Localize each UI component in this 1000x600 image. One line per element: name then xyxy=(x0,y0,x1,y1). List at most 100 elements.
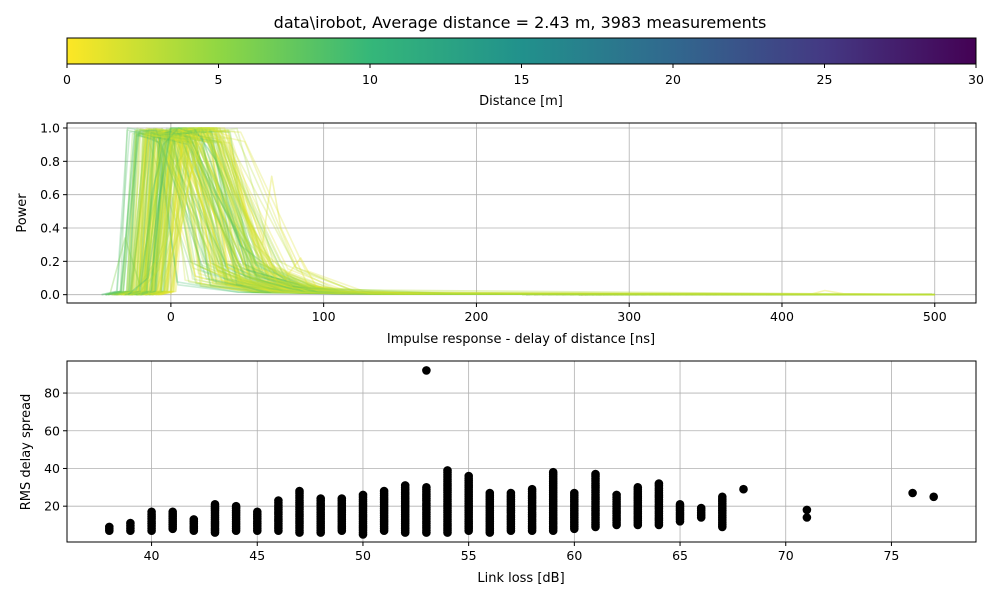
impulse-curve xyxy=(151,129,932,296)
impulse-curve xyxy=(122,132,932,296)
impulse-curve xyxy=(115,133,932,296)
impulse-curve xyxy=(151,132,932,296)
impulse-curve xyxy=(131,133,932,296)
impulse-curve xyxy=(135,129,932,296)
impulse-curve xyxy=(147,130,932,296)
impulse-curve xyxy=(144,127,932,296)
impulse-curve xyxy=(144,127,932,296)
scatter-point xyxy=(189,515,199,524)
impulse-curve xyxy=(154,127,932,296)
impulse-curve xyxy=(146,128,932,296)
impulse-curve xyxy=(149,128,932,296)
impulse-curve xyxy=(144,128,932,296)
x-tick-label: 50 xyxy=(355,548,371,563)
scatter-point xyxy=(739,484,748,494)
colorbar-label: Distance [m] xyxy=(479,94,563,109)
impulse-curve xyxy=(135,132,932,296)
scatter-point xyxy=(802,505,812,515)
scatter-point xyxy=(443,466,452,475)
y-axis-label: Power xyxy=(15,193,30,233)
plot-background xyxy=(67,361,976,542)
impulse-curve xyxy=(136,133,932,296)
impulse-curve xyxy=(141,130,932,296)
impulse-curve xyxy=(116,127,932,296)
plot-frame xyxy=(66,360,977,543)
scatter-point xyxy=(548,467,558,477)
scatter-point xyxy=(570,488,579,498)
scatter-point xyxy=(400,481,410,490)
impulse-curve xyxy=(128,127,932,296)
impulse-curve xyxy=(155,127,932,296)
impulse-curve xyxy=(120,132,932,296)
x-tick-label: 65 xyxy=(672,548,688,563)
impulse-curve xyxy=(127,127,932,296)
impulse-response-plot: 0 100 200 300 400 500 0.0 0.2 0.4 0.6 0.8 1.0 Impul… xyxy=(15,121,977,347)
y-tick-label: 40 xyxy=(44,461,60,476)
impulse-curve xyxy=(113,134,932,296)
impulse-curve xyxy=(160,132,932,296)
impulse-curve xyxy=(145,128,932,296)
impulse-curve xyxy=(157,127,935,296)
impulse-curve xyxy=(124,131,932,296)
impulse-curve xyxy=(133,134,932,296)
impulse-curve xyxy=(132,130,932,296)
impulse-curve xyxy=(135,130,932,296)
impulse-curves xyxy=(101,127,935,296)
impulse-curve xyxy=(149,133,932,296)
impulse-curve xyxy=(116,135,932,296)
figure-title: data\irobot, Average distance = 2.43 m, … xyxy=(274,13,767,32)
impulse-curve xyxy=(115,127,932,296)
impulse-curve xyxy=(136,130,932,296)
plot-background xyxy=(67,123,976,303)
impulse-curve xyxy=(104,131,932,296)
y-axis-label: RMS delay spread xyxy=(19,394,34,511)
impulse-curve xyxy=(144,128,932,296)
impulse-curve xyxy=(105,129,932,296)
impulse-curve xyxy=(114,128,932,296)
y-tick-label: 20 xyxy=(44,499,60,514)
impulse-curve xyxy=(113,129,932,296)
impulse-curve xyxy=(157,133,932,296)
plot-frame xyxy=(66,122,977,304)
impulse-curve xyxy=(129,129,932,296)
scatter-point xyxy=(358,490,368,500)
impulse-curve xyxy=(126,134,932,296)
x-tick-label: 40 xyxy=(144,548,160,563)
impulse-curve xyxy=(170,127,935,296)
impulse-curve xyxy=(126,132,932,296)
scatter-point xyxy=(422,366,431,375)
impulse-curve xyxy=(137,134,932,296)
impulse-curve xyxy=(140,128,932,296)
impulse-curve xyxy=(137,129,932,296)
impulse-curve xyxy=(136,131,932,296)
x-tick-label: 55 xyxy=(461,548,477,563)
impulse-curve xyxy=(145,132,932,296)
impulse-curve xyxy=(105,131,932,296)
impulse-curve xyxy=(131,132,932,296)
axis-ticks: 0 100 200 300 400 500 0.0 0.2 0.4 0.6 0.8 1.0 xyxy=(40,121,947,325)
impulse-curve xyxy=(152,131,932,296)
impulse-curve xyxy=(155,133,932,296)
impulse-curve xyxy=(151,128,932,296)
scatter-point xyxy=(126,518,135,528)
impulse-curve xyxy=(115,130,932,296)
impulse-curve xyxy=(118,133,932,296)
colorbar-tick-label: 20 xyxy=(665,72,681,87)
impulse-curve xyxy=(132,127,935,296)
scatter-point xyxy=(654,479,664,488)
impulse-curve xyxy=(139,130,932,296)
impulse-curve xyxy=(141,127,932,296)
scatter-point xyxy=(252,507,262,517)
impulse-curve xyxy=(139,127,935,296)
impulse-curve xyxy=(135,128,932,296)
x-tick-label: 400 xyxy=(770,309,794,324)
impulse-curve xyxy=(150,131,932,296)
impulse-curve xyxy=(135,127,932,296)
impulse-curve xyxy=(138,127,932,296)
impulse-curve xyxy=(131,130,932,296)
impulse-curve xyxy=(140,133,932,296)
impulse-curve xyxy=(156,127,932,296)
impulse-curve xyxy=(148,134,932,296)
impulse-curve xyxy=(112,128,932,296)
impulse-curve xyxy=(113,132,932,296)
